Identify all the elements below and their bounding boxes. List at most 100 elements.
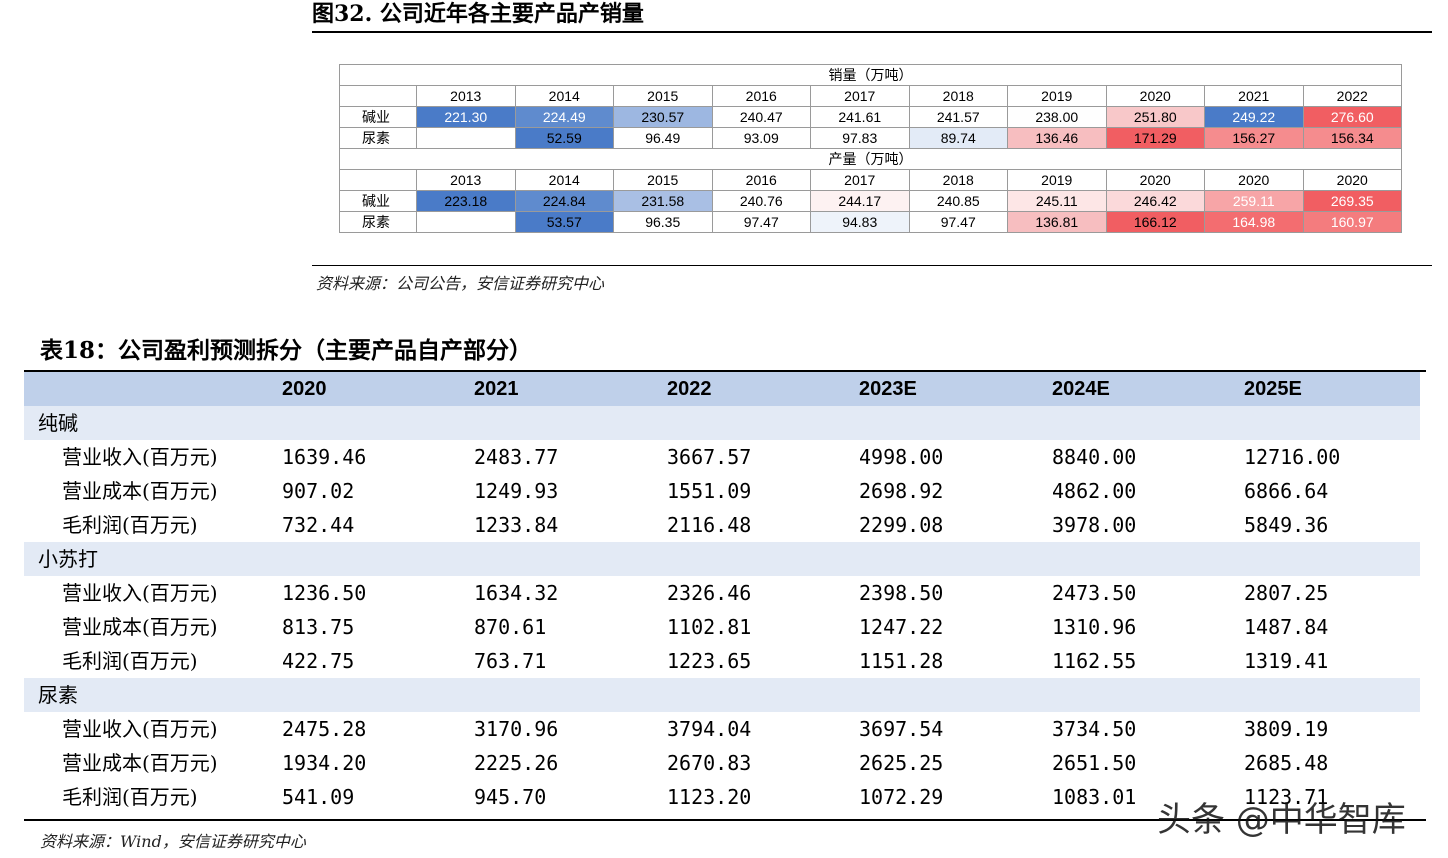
table-group-row: 纯碱 [24, 406, 1420, 440]
heatmap-value-cell: 245.11 [1007, 190, 1107, 212]
heatmap-value-cell: 164.98 [1204, 211, 1304, 233]
heatmap-value-cell [416, 127, 516, 149]
table-value-cell: 3794.04 [667, 717, 752, 741]
table-row: 营业成本(百万元) 813.75 870.61 1102.81 1247.22 1310.… [24, 610, 1420, 644]
table-header-row: 2020 2021 2022 2023E 2024E 2025E [24, 372, 1420, 406]
heatmap-section-title: 产量（万吨） [339, 148, 1402, 170]
heatmap-value-cell: 240.47 [711, 106, 811, 128]
table-group-label: 纯碱 [24, 406, 1420, 440]
heatmap-value-cell: 246.42 [1105, 190, 1205, 212]
heatmap-value-cell: 156.27 [1204, 127, 1304, 149]
table-value-cell: 3978.00 [1052, 513, 1137, 537]
table-value-cell: 4862.00 [1052, 479, 1137, 503]
table-value-cell: 1310.96 [1052, 615, 1137, 639]
heatmap-corner-cell [339, 169, 417, 191]
table-row: 营业收入(百万元) 2475.28 3170.96 3794.04 3697.54 373… [24, 712, 1420, 746]
heatmap-year-cell: 2018 [908, 169, 1008, 191]
heatmap-year-row: 2013 2014 2015 2016 2017 2018 2019 2020 2020 2020 [339, 169, 1402, 191]
table-row-label: 营业成本(百万元) [62, 479, 218, 503]
heatmap-year-cell: 2015 [613, 85, 713, 107]
heatmap-year-cell: 2013 [416, 169, 516, 191]
heatmap-year-cell: 2017 [810, 169, 910, 191]
heatmap-corner-cell [339, 85, 417, 107]
table-bottom-rule [24, 819, 1426, 821]
heatmap-value-cell: 136.46 [1007, 127, 1107, 149]
table-value-cell: 2326.46 [667, 581, 752, 605]
heatmap-value-cell: 244.17 [810, 190, 910, 212]
table-value-cell: 1223.65 [667, 649, 752, 673]
table-value-cell: 5849.36 [1244, 513, 1329, 537]
heatmap-data-row: 碱业 223.18 224.84 231.58 240.76 244.17 240.85 24… [339, 190, 1402, 212]
table-value-cell: 1102.81 [667, 615, 752, 639]
table-value-cell: 2475.28 [282, 717, 367, 741]
table-source-note: 资料来源：Wind，安信证券研究中心 [40, 832, 306, 851]
table-value-cell: 2651.50 [1052, 751, 1137, 775]
table-value-cell: 945.70 [474, 785, 547, 809]
table-value-cell: 1233.84 [474, 513, 559, 537]
table-row-label: 毛利润(百万元) [62, 649, 198, 673]
table-value-cell: 870.61 [474, 615, 547, 639]
table-header-cell: 2021 [460, 372, 653, 406]
table-group-row: 小苏打 [24, 542, 1420, 576]
heatmap-year-cell: 2017 [810, 85, 910, 107]
table-row-label: 营业成本(百万元) [62, 751, 218, 775]
watermark: 头条 @中华智库 [1157, 800, 1406, 840]
table-value-cell: 12716.00 [1244, 445, 1341, 469]
table-header-cell: 2025E [1230, 372, 1420, 406]
heatmap-value-cell: 221.30 [416, 106, 516, 128]
heatmap-value-cell: 231.58 [613, 190, 713, 212]
heatmap-year-cell: 2014 [514, 85, 614, 107]
table-value-cell: 1072.29 [859, 785, 944, 809]
heatmap-year-cell: 2018 [908, 85, 1008, 107]
table-value-cell: 2685.48 [1244, 751, 1329, 775]
table-header-cell [24, 372, 268, 406]
heatmap-value-cell: 171.29 [1105, 127, 1205, 149]
table-value-cell: 1236.50 [282, 581, 367, 605]
table-title: 表18：公司盈利预测拆分（主要产品自产部分） [40, 337, 533, 364]
table-value-cell: 2116.48 [667, 513, 752, 537]
heatmap-value-cell: 223.18 [416, 190, 516, 212]
table-header-cell: 2023E [845, 372, 1038, 406]
table-group-label: 小苏打 [24, 542, 1420, 576]
heatmap-year-cell: 2016 [711, 85, 811, 107]
heatmap-value-cell: 53.57 [514, 211, 614, 233]
figure-source-note: 资料来源：公司公告，安信证券研究中心 [316, 274, 605, 293]
table-row: 毛利润(百万元) 732.44 1233.84 2116.48 2299.08 3978.… [24, 508, 1420, 542]
heatmap-value-cell: 96.49 [613, 127, 713, 149]
table-value-cell: 3809.19 [1244, 717, 1329, 741]
heatmap-value-cell: 89.74 [908, 127, 1008, 149]
table-value-cell: 1123.71 [1244, 785, 1329, 809]
table-value-cell: 2625.25 [859, 751, 944, 775]
heatmap-year-cell: 2022 [1302, 85, 1402, 107]
heatmap-value-cell: 240.76 [711, 190, 811, 212]
heatmap-value-cell: 241.61 [810, 106, 910, 128]
table-row: 营业收入(百万元) 1639.46 2483.77 3667.57 4998.00 884… [24, 440, 1420, 474]
heatmap-year-cell: 2016 [711, 169, 811, 191]
figure-title: 图32. 公司近年各主要产品产销量 [312, 1, 644, 27]
table-row: 毛利润(百万元) 541.09 945.70 1123.20 1072.29 1083.0… [24, 780, 1420, 814]
table-value-cell: 1487.84 [1244, 615, 1329, 639]
table-value-cell: 8840.00 [1052, 445, 1137, 469]
heatmap-section-row: 销量（万吨） [339, 64, 1402, 86]
heatmap-value-cell: 269.35 [1302, 190, 1402, 212]
table-row-label: 营业收入(百万元) [62, 717, 218, 741]
heatmap-year-cell: 2020 [1105, 85, 1205, 107]
table-value-cell: 2670.83 [667, 751, 752, 775]
table-value-cell: 3170.96 [474, 717, 559, 741]
table-value-cell: 1083.01 [1052, 785, 1137, 809]
heatmap-value-cell: 166.12 [1105, 211, 1205, 233]
table-value-cell: 732.44 [282, 513, 355, 537]
heatmap-data-row: 碱业 221.30 224.49 230.57 240.47 241.61 241.57 23… [339, 106, 1402, 128]
table-value-cell: 1319.41 [1244, 649, 1329, 673]
table-value-cell: 1551.09 [667, 479, 752, 503]
heatmap-year-cell: 2019 [1007, 85, 1107, 107]
heatmap-year-cell: 2013 [416, 85, 516, 107]
heatmap-row-label: 碱业 [339, 106, 417, 128]
table-group-label: 尿素 [24, 678, 1420, 712]
heatmap-year-cell: 2020 [1302, 169, 1402, 191]
table-value-cell: 1123.20 [667, 785, 752, 809]
table-value-cell: 2473.50 [1052, 581, 1137, 605]
table-value-cell: 2299.08 [859, 513, 944, 537]
table-value-cell: 4998.00 [859, 445, 944, 469]
table-value-cell: 1247.22 [859, 615, 944, 639]
